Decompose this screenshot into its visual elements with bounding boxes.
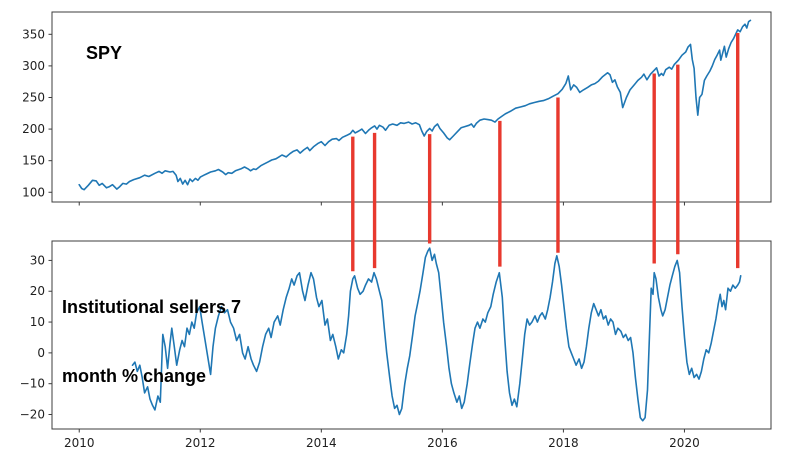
y-tick-label: 200 xyxy=(22,122,45,136)
y-tick-label: 20 xyxy=(30,284,45,298)
x-tick-label: 2018 xyxy=(548,436,579,450)
x-tick-label: 2014 xyxy=(306,436,337,450)
sellers-chart-label-line2: month % change xyxy=(62,366,207,386)
x-tick-label: 2010 xyxy=(64,436,95,450)
x-tick-label: 2012 xyxy=(185,436,216,450)
y-tick-label: 30 xyxy=(30,253,45,267)
y-tick-label: −10 xyxy=(20,377,45,391)
x-tick-label: 2016 xyxy=(427,436,458,450)
y-tick-label: 250 xyxy=(22,90,45,104)
sellers-line xyxy=(131,247,742,422)
y-tick-label: 300 xyxy=(22,59,45,73)
sellers-axes-frame xyxy=(51,240,772,430)
sellers-chart-label: Institutional sellers 7 month % change xyxy=(62,250,241,434)
x-tick-label: 2020 xyxy=(669,436,700,450)
spy-chart-label: SPY xyxy=(86,43,123,63)
y-tick-label: 100 xyxy=(22,185,45,199)
y-tick-label: 150 xyxy=(22,154,45,168)
spy-axes-frame xyxy=(51,11,772,203)
spy-line xyxy=(78,19,752,191)
y-tick-label: −20 xyxy=(20,408,45,422)
y-tick-label: 10 xyxy=(30,315,45,329)
y-tick-label: 350 xyxy=(22,27,45,41)
y-tick-label: 0 xyxy=(37,346,45,360)
sellers-chart-label-line1: Institutional sellers 7 xyxy=(62,297,242,317)
